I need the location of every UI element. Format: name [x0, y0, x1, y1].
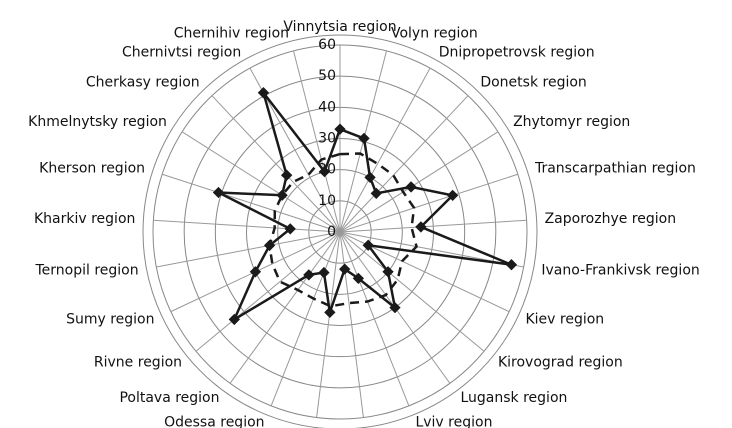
r-tick-label: 40	[318, 99, 336, 115]
spoke	[339, 95, 469, 233]
r-tick-label: 50	[318, 68, 336, 84]
spoke	[339, 219, 527, 233]
category-label: Volyn region	[391, 25, 478, 41]
marker	[339, 263, 351, 275]
series-line	[268, 152, 418, 308]
spoke	[339, 231, 364, 418]
marker	[389, 301, 401, 314]
spoke	[211, 95, 341, 233]
category-label: Rivne region	[94, 355, 182, 371]
r-tick-label: 30	[318, 131, 336, 147]
spoke	[293, 50, 341, 233]
marker	[276, 189, 288, 201]
marker	[249, 266, 262, 278]
r-tick-label: 0	[327, 224, 336, 240]
marker	[228, 313, 240, 326]
marker	[212, 186, 225, 199]
marker	[382, 266, 394, 278]
category-label: Kirovograd region	[498, 355, 623, 371]
marker	[352, 272, 365, 285]
category-label: Kharkiv region	[34, 211, 135, 227]
spoke	[195, 231, 341, 352]
category-label: Chernivtsi region	[122, 44, 241, 60]
spoke	[229, 231, 341, 384]
spoke	[156, 231, 341, 268]
category-label: Zhytomyr region	[513, 114, 630, 130]
marker	[446, 189, 459, 202]
category-label: Kherson region	[39, 161, 145, 177]
category-label: Lviv region	[415, 415, 492, 428]
category-label: Khmelnytsky region	[28, 114, 167, 130]
marker	[362, 239, 374, 251]
category-label: Transcarpathian region	[534, 161, 696, 177]
marker	[358, 132, 370, 145]
marker	[318, 266, 330, 279]
marker	[415, 221, 427, 233]
marker	[364, 171, 376, 184]
spoke	[181, 131, 341, 233]
category-label: Ivano-Frankivsk region	[541, 262, 699, 278]
category-label: Odessa region	[164, 415, 264, 428]
marker	[334, 123, 346, 135]
category-label: Kiev region	[525, 311, 604, 327]
marker	[281, 169, 293, 181]
series-line	[217, 91, 512, 323]
marker	[324, 306, 336, 319]
category-label: Chernihiv region	[174, 25, 289, 41]
marker	[370, 187, 382, 200]
marker	[505, 259, 518, 271]
spoke	[339, 173, 519, 233]
r-tick-label: 60	[318, 37, 336, 53]
spoke	[270, 231, 341, 407]
spoke	[339, 231, 410, 407]
category-label: Poltava region	[119, 390, 219, 406]
category-label: Dnipropetrovsk region	[439, 44, 595, 60]
marker	[318, 165, 331, 178]
spoke	[153, 219, 341, 233]
category-label: Ternopil region	[34, 262, 138, 278]
spoke	[339, 231, 485, 352]
category-label: Cherkasy region	[86, 75, 200, 91]
spoke	[339, 131, 499, 233]
spoke	[339, 67, 431, 233]
category-label: Vinnytsia region	[283, 19, 396, 35]
spoke	[316, 231, 341, 418]
marker	[405, 181, 417, 193]
spoke	[161, 173, 341, 233]
outer-ring	[142, 34, 538, 428]
category-label: Donetsk region	[480, 75, 586, 91]
marker	[303, 269, 315, 281]
category-label: Zaporozhye region	[545, 211, 676, 227]
category-label: Sumy region	[66, 311, 154, 327]
marker	[284, 223, 296, 235]
category-label: Lugansk region	[460, 390, 567, 406]
r-tick-label: 10	[318, 193, 336, 209]
